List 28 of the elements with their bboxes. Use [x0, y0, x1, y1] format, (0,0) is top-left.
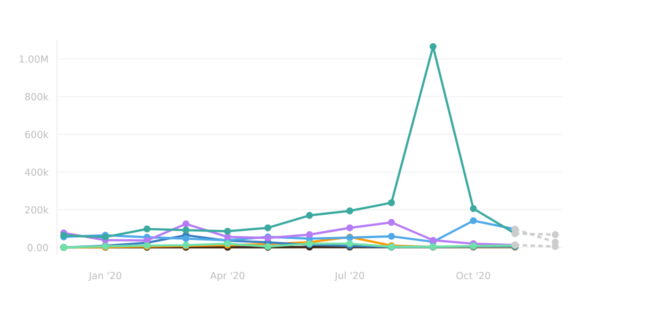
- point: [346, 224, 354, 232]
- point: [470, 217, 477, 224]
- point: [430, 43, 437, 50]
- x-tick-label: Apr '20: [210, 272, 244, 282]
- point: [264, 224, 272, 232]
- point: [388, 232, 395, 240]
- point: [144, 226, 150, 232]
- point: [182, 235, 190, 242]
- y-tick-label: 1.00M: [20, 55, 48, 63]
- point: [552, 231, 559, 238]
- y-tick-label: 200k: [25, 206, 49, 214]
- point: [306, 231, 313, 238]
- y-tick-label: 400k: [24, 168, 49, 176]
- y-tick-label: 800k: [25, 92, 49, 100]
- point: [224, 233, 232, 240]
- x-tick-label: Jul '20: [334, 272, 364, 281]
- point: [306, 212, 313, 219]
- point: [388, 218, 395, 226]
- x-tick-label: Oct '20: [456, 272, 490, 280]
- point: [470, 205, 477, 212]
- point: [224, 228, 232, 235]
- y-tick-label: 0.00: [28, 244, 48, 252]
- x-tick-label: Jan '20: [88, 272, 122, 281]
- y-tick-label: 600k: [25, 130, 49, 138]
- point: [182, 220, 190, 228]
- point: [346, 207, 354, 214]
- point: [388, 199, 395, 206]
- point: [182, 226, 190, 234]
